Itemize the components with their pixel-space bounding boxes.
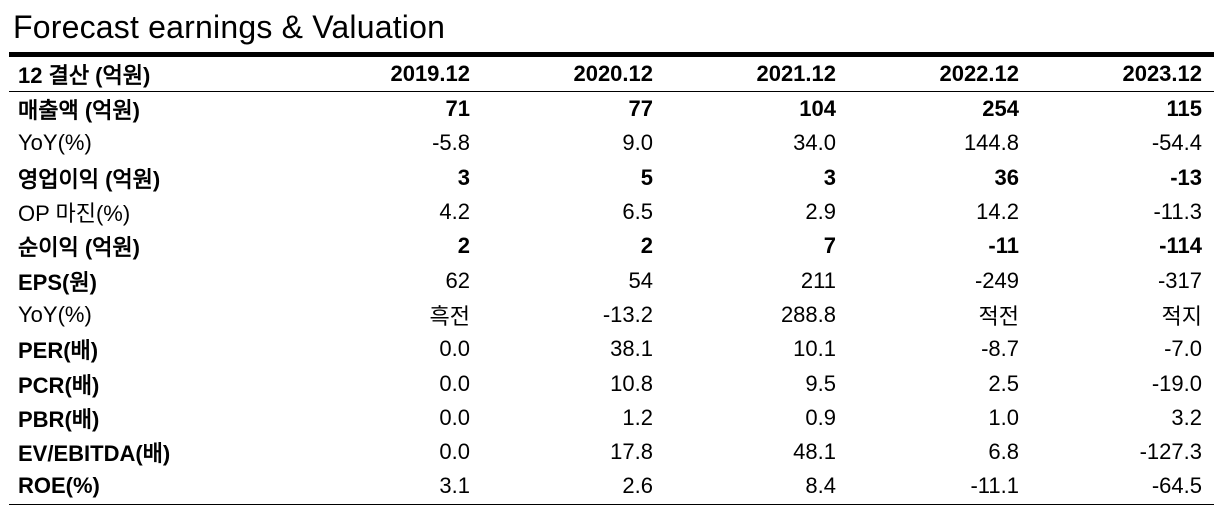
table-row-roe: ROE(%) 3.1 2.6 8.4 -11.1 -64.5	[9, 469, 1214, 505]
row-label: YoY(%)	[18, 130, 92, 156]
table-row-revenue: 매출액 (억원) 71 77 104 254 115	[9, 92, 1214, 127]
page-title: Forecast earnings & Valuation	[13, 9, 446, 45]
table-row-pcr: PCR(배) 0.0 10.8 9.5 2.5 -19.0	[9, 366, 1214, 400]
cell-value: -114	[1159, 233, 1202, 259]
cell-value: -64.5	[1031, 469, 1214, 505]
cell-value: 2	[457, 233, 470, 259]
forecast-table-container: 12 결산 (억원) 2019.12 2020.12 2021.12 2022.…	[9, 52, 1214, 505]
cell-value: 3	[823, 164, 836, 190]
row-label: PBR(배)	[18, 406, 100, 432]
cell-value: 적지	[1161, 303, 1202, 329]
cell-value: 14.2	[976, 199, 1019, 225]
row-label: YoY(%)	[18, 301, 92, 327]
cell-value: 254	[982, 96, 1019, 122]
cell-value: 34.0	[793, 130, 836, 156]
row-label: 순이익 (억원)	[18, 235, 140, 261]
row-label: PCR(배)	[18, 372, 100, 398]
table-row-revenue-yoy: YoY(%) -5.8 9.0 34.0 144.8 -54.4	[9, 126, 1214, 160]
cell-value: 1.2	[622, 404, 653, 430]
row-label: EPS(원)	[18, 269, 97, 295]
row-label: OP 마진(%)	[18, 201, 131, 227]
cell-value: 4.2	[439, 199, 470, 225]
cell-value: 2.9	[805, 199, 836, 225]
header-label: 12 결산 (억원)	[9, 52, 299, 92]
table-row-op-margin: OP 마진(%) 4.2 6.5 2.9 14.2 -11.3	[9, 195, 1214, 229]
cell-value: 288.8	[780, 301, 836, 327]
cell-value: 10.8	[610, 370, 653, 396]
cell-value: 104	[799, 96, 836, 122]
row-label: PER(배)	[18, 338, 99, 364]
cell-value: -249	[974, 267, 1019, 293]
table-row-ev-ebitda: EV/EBITDA(배) 0.0 17.8 48.1 6.8 -127.3	[9, 435, 1214, 469]
row-label: EV/EBITDA(배)	[18, 441, 171, 467]
row-label: 매출액 (억원)	[18, 98, 140, 124]
cell-value: 54	[628, 267, 653, 293]
cell-value: -317	[1157, 267, 1202, 293]
cell-value: -5.8	[432, 130, 470, 156]
table-row-eps: EPS(원) 62 54 211 -249 -317	[9, 263, 1214, 297]
cell-value: 10.1	[793, 336, 836, 362]
row-label: ROE(%)	[9, 469, 299, 505]
year-header: 2021.12	[665, 52, 848, 92]
cell-value: 1.0	[988, 404, 1019, 430]
cell-value: 36	[994, 164, 1019, 190]
cell-value: 0.9	[805, 404, 836, 430]
table-row-operating-profit: 영업이익 (억원) 3 5 3 36 -13	[9, 161, 1214, 195]
cell-value: 17.8	[610, 439, 653, 465]
table-row-pbr: PBR(배) 0.0 1.2 0.9 1.0 3.2	[9, 401, 1214, 435]
cell-value: -127.3	[1139, 439, 1202, 465]
cell-value: -19.0	[1151, 370, 1202, 396]
cell-value: -13.2	[602, 301, 653, 327]
cell-value: -11.1	[848, 469, 1031, 505]
cell-value: -8.7	[981, 336, 1019, 362]
cell-value: 6.8	[988, 439, 1019, 465]
year-header: 2022.12	[848, 52, 1031, 92]
cell-value: 2.6	[482, 469, 665, 505]
cell-value: 2.5	[988, 370, 1019, 396]
cell-value: 0.0	[439, 404, 470, 430]
cell-value: -11	[988, 233, 1019, 259]
year-header: 2020.12	[482, 52, 665, 92]
cell-value: 48.1	[793, 439, 836, 465]
cell-value: 144.8	[963, 130, 1019, 156]
cell-value: 115	[1166, 96, 1203, 122]
cell-value: -54.4	[1151, 130, 1202, 156]
cell-value: 211	[800, 267, 836, 293]
cell-value: -7.0	[1164, 336, 1202, 362]
cell-value: 5	[640, 164, 653, 190]
cell-value: 3	[457, 164, 470, 190]
cell-value: 9.0	[622, 130, 653, 156]
table-row-per: PER(배) 0.0 38.1 10.1 -8.7 -7.0	[9, 332, 1214, 366]
cell-value: -11.3	[1153, 199, 1202, 225]
cell-value: 3.2	[1171, 404, 1202, 430]
cell-value: 2	[640, 233, 653, 259]
forecast-table: 12 결산 (억원) 2019.12 2020.12 2021.12 2022.…	[9, 52, 1214, 505]
row-label: 영업이익 (억원)	[18, 166, 161, 192]
cell-value: 38.1	[610, 336, 653, 362]
year-header: 2019.12	[299, 52, 482, 92]
year-header: 2023.12	[1031, 52, 1214, 92]
table-header-row: 12 결산 (억원) 2019.12 2020.12 2021.12 2022.…	[9, 52, 1214, 92]
cell-value: 62	[445, 267, 470, 293]
cell-value: 0.0	[439, 370, 470, 396]
table-row-net-income: 순이익 (억원) 2 2 7 -11 -114	[9, 229, 1214, 263]
cell-value: 71	[445, 96, 470, 122]
cell-value: 7	[823, 233, 836, 259]
cell-value: 3.1	[299, 469, 482, 505]
cell-value: 77	[628, 96, 653, 122]
cell-value: 9.5	[805, 370, 836, 396]
cell-value: 8.4	[665, 469, 848, 505]
cell-value: 적전	[978, 303, 1019, 329]
table-row-eps-yoy: YoY(%) 흑전 -13.2 288.8 적전 적지	[9, 298, 1214, 332]
cell-value: 0.0	[439, 336, 470, 362]
cell-value: 흑전	[429, 303, 470, 329]
cell-value: 6.5	[622, 199, 653, 225]
cell-value: -13	[1170, 164, 1202, 190]
cell-value: 0.0	[439, 439, 470, 465]
